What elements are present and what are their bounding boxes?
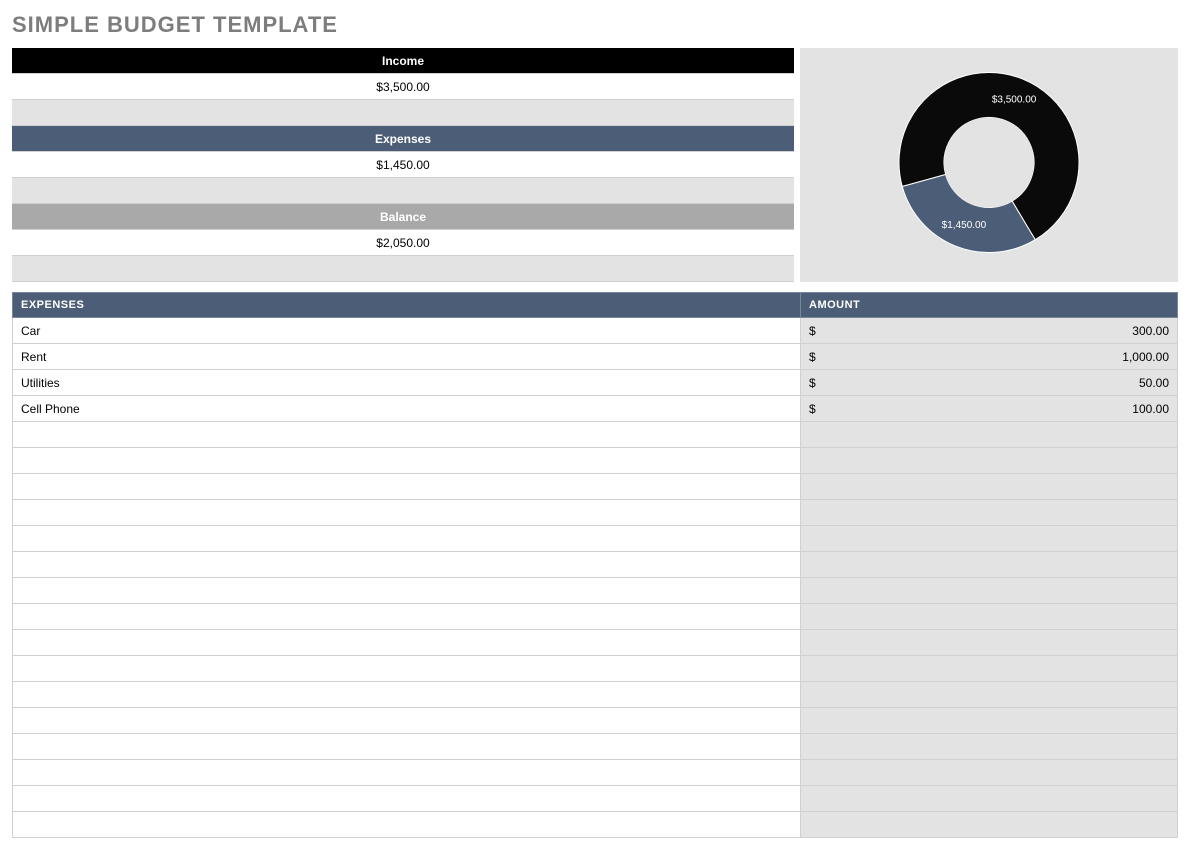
- expenses-header: Expenses: [12, 126, 794, 152]
- table-row[interactable]: [13, 500, 1178, 526]
- income-header: Income: [12, 48, 794, 74]
- table-row[interactable]: [13, 734, 1178, 760]
- expense-amount-cell[interactable]: [801, 812, 1178, 838]
- table-row[interactable]: [13, 578, 1178, 604]
- expenses-table: EXPENSES AMOUNT Car$300.00Rent$1,000.00U…: [12, 292, 1178, 838]
- table-row[interactable]: [13, 708, 1178, 734]
- expense-name-cell[interactable]: Cell Phone: [13, 396, 801, 422]
- table-row[interactable]: [13, 786, 1178, 812]
- spacer-row: [12, 256, 794, 282]
- table-row[interactable]: [13, 422, 1178, 448]
- donut-slice-label: $3,500.00: [992, 94, 1037, 105]
- expense-amount-cell[interactable]: [801, 682, 1178, 708]
- expense-amount-cell[interactable]: [801, 656, 1178, 682]
- expense-name-cell[interactable]: [13, 812, 801, 838]
- balance-value[interactable]: $2,050.00: [12, 230, 794, 256]
- donut-chart-panel: $3,500.00 $1,450.00: [800, 48, 1178, 282]
- expense-amount-cell[interactable]: $100.00: [801, 396, 1178, 422]
- table-row[interactable]: Car$300.00: [13, 318, 1178, 344]
- expense-name-cell[interactable]: [13, 760, 801, 786]
- expense-amount-cell[interactable]: [801, 708, 1178, 734]
- table-row[interactable]: [13, 526, 1178, 552]
- donut-slice-label: $1,450.00: [942, 220, 987, 231]
- table-row[interactable]: [13, 682, 1178, 708]
- expense-name-cell[interactable]: [13, 734, 801, 760]
- balance-header: Balance: [12, 204, 794, 230]
- expense-amount-cell[interactable]: [801, 760, 1178, 786]
- expense-name-cell[interactable]: [13, 552, 801, 578]
- expense-amount-cell[interactable]: [801, 552, 1178, 578]
- table-row[interactable]: [13, 474, 1178, 500]
- table-row[interactable]: [13, 552, 1178, 578]
- expense-amount-cell[interactable]: [801, 604, 1178, 630]
- amount-column-header: AMOUNT: [801, 293, 1178, 318]
- donut-chart: $3,500.00 $1,450.00: [889, 63, 1089, 268]
- table-row[interactable]: Utilities$50.00: [13, 370, 1178, 396]
- expense-name-cell[interactable]: [13, 630, 801, 656]
- table-row[interactable]: [13, 760, 1178, 786]
- table-row[interactable]: [13, 812, 1178, 838]
- expense-name-cell[interactable]: [13, 526, 801, 552]
- expenses-table-header-row: EXPENSES AMOUNT: [13, 293, 1178, 318]
- expense-name-cell[interactable]: Car: [13, 318, 801, 344]
- expense-amount-cell[interactable]: [801, 578, 1178, 604]
- expense-name-cell[interactable]: [13, 682, 801, 708]
- expense-amount-cell[interactable]: $50.00: [801, 370, 1178, 396]
- expenses-value[interactable]: $1,450.00: [12, 152, 794, 178]
- expense-name-cell[interactable]: [13, 604, 801, 630]
- table-row[interactable]: Rent$1,000.00: [13, 344, 1178, 370]
- table-row[interactable]: [13, 604, 1178, 630]
- expense-name-cell[interactable]: [13, 786, 801, 812]
- page-title: SIMPLE BUDGET TEMPLATE: [12, 12, 1178, 38]
- expense-name-cell[interactable]: [13, 474, 801, 500]
- expense-amount-cell[interactable]: [801, 448, 1178, 474]
- spacer-row: [12, 178, 794, 204]
- expense-name-cell[interactable]: [13, 656, 801, 682]
- spacer-row: [12, 100, 794, 126]
- summary-column: Income $3,500.00 Expenses $1,450.00 Bala…: [12, 48, 794, 282]
- expense-amount-cell[interactable]: [801, 786, 1178, 812]
- table-row[interactable]: [13, 630, 1178, 656]
- expense-name-cell[interactable]: [13, 708, 801, 734]
- expense-amount-cell[interactable]: $1,000.00: [801, 344, 1178, 370]
- expense-amount-cell[interactable]: [801, 734, 1178, 760]
- expense-amount-cell[interactable]: [801, 500, 1178, 526]
- expense-name-cell[interactable]: [13, 500, 801, 526]
- expense-amount-cell[interactable]: [801, 630, 1178, 656]
- expense-name-cell[interactable]: Rent: [13, 344, 801, 370]
- top-summary-area: Income $3,500.00 Expenses $1,450.00 Bala…: [12, 48, 1178, 282]
- table-row[interactable]: [13, 448, 1178, 474]
- expense-amount-cell[interactable]: [801, 422, 1178, 448]
- expense-amount-cell[interactable]: [801, 474, 1178, 500]
- expense-name-cell[interactable]: [13, 578, 801, 604]
- expense-amount-cell[interactable]: $300.00: [801, 318, 1178, 344]
- expense-name-cell[interactable]: Utilities: [13, 370, 801, 396]
- table-row[interactable]: Cell Phone$100.00: [13, 396, 1178, 422]
- expense-name-cell[interactable]: [13, 422, 801, 448]
- table-row[interactable]: [13, 656, 1178, 682]
- expense-name-cell[interactable]: [13, 448, 801, 474]
- income-value[interactable]: $3,500.00: [12, 74, 794, 100]
- expenses-column-header: EXPENSES: [13, 293, 801, 318]
- expense-amount-cell[interactable]: [801, 526, 1178, 552]
